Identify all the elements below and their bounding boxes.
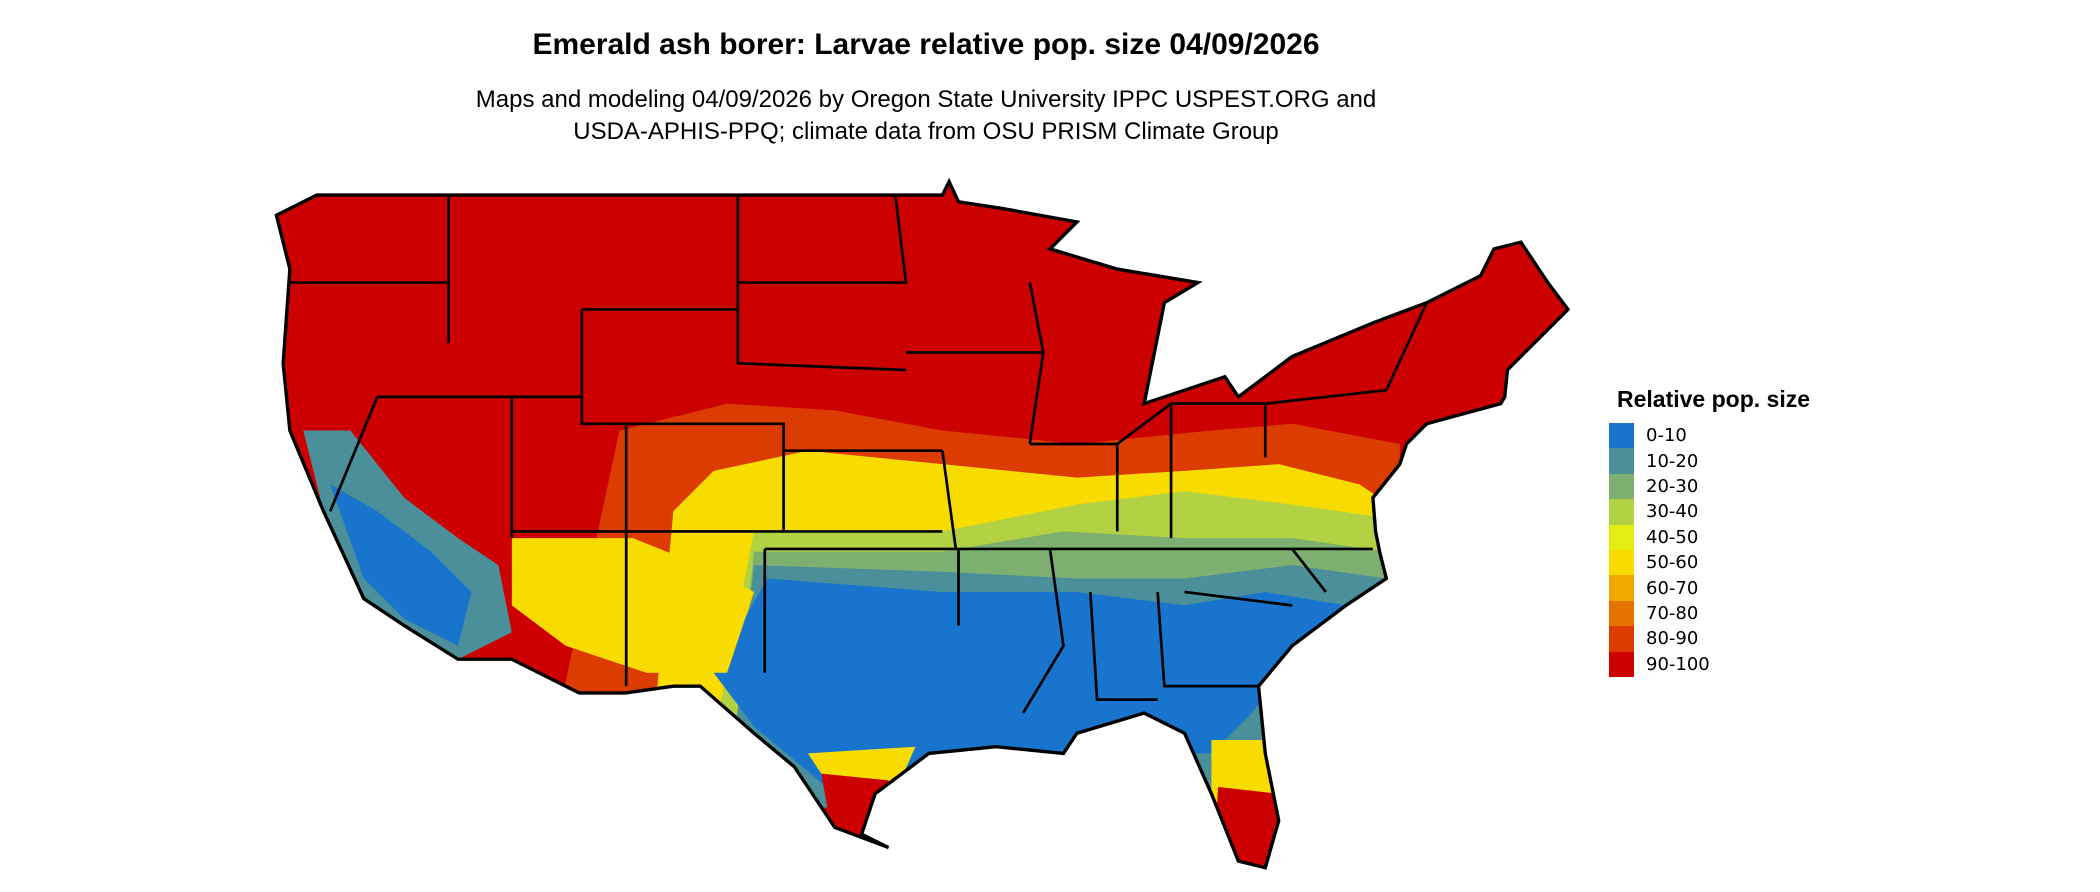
legend-item: 90-100 xyxy=(1609,651,1810,677)
legend-label: 50-60 xyxy=(1646,552,1699,574)
legend-label: 20-30 xyxy=(1646,475,1699,497)
zone-ca-blue2 xyxy=(330,484,472,646)
legend-label: 10-20 xyxy=(1646,450,1699,472)
legend-label: 60-70 xyxy=(1646,577,1699,599)
legend-swatch xyxy=(1609,524,1634,550)
legend-label: 70-80 xyxy=(1646,602,1699,624)
legend-swatch xyxy=(1609,626,1634,652)
legend-swatch xyxy=(1609,473,1634,500)
legend-item: 10-20 xyxy=(1609,448,1810,474)
legend-swatch xyxy=(1609,651,1634,677)
legend-item: 40-50 xyxy=(1609,524,1810,550)
subtitle-line: Maps and modeling 04/09/2026 by Oregon S… xyxy=(475,86,1377,113)
legend-item: 0-10 xyxy=(1609,423,1810,449)
legend-swatch xyxy=(1609,499,1634,525)
legend-item: 30-40 xyxy=(1609,499,1810,525)
zone-tx-red xyxy=(821,773,889,862)
zone-sw-yellow xyxy=(511,538,755,673)
legend-swatch xyxy=(1609,423,1634,449)
legend-item: 50-60 xyxy=(1609,549,1810,576)
legend-item: 60-70 xyxy=(1609,575,1810,601)
map-subtitle: Maps and modeling 04/09/2026 by Oregon S… xyxy=(0,84,1852,148)
map-title: Emerald ash borer: Larvae relative pop. … xyxy=(532,28,1320,61)
legend-label: 40-50 xyxy=(1646,526,1699,548)
legend-swatch xyxy=(1609,575,1634,601)
legend-item: 70-80 xyxy=(1609,600,1810,627)
legend-item: 80-90 xyxy=(1609,626,1810,652)
legend-swatch xyxy=(1609,448,1634,474)
legend-label: 90-100 xyxy=(1646,653,1710,675)
subtitle-line: USDA-APHIS-PPQ; climate data from OSU PR… xyxy=(573,118,1279,145)
state-borders xyxy=(289,194,1428,714)
legend-swatch xyxy=(1609,600,1634,627)
legend-swatch xyxy=(1609,549,1634,576)
legend-label: 30-40 xyxy=(1646,501,1699,523)
legend: Relative pop. size 0-10 10-20 20-30 30-40 40… xyxy=(1609,386,1810,677)
legend-label: 80-90 xyxy=(1646,628,1699,650)
zone-fl-red xyxy=(1211,787,1279,868)
legend-title: Relative pop. size xyxy=(1617,386,1811,412)
legend-label: 0-10 xyxy=(1646,425,1687,447)
legend-item: 20-30 xyxy=(1609,473,1810,500)
